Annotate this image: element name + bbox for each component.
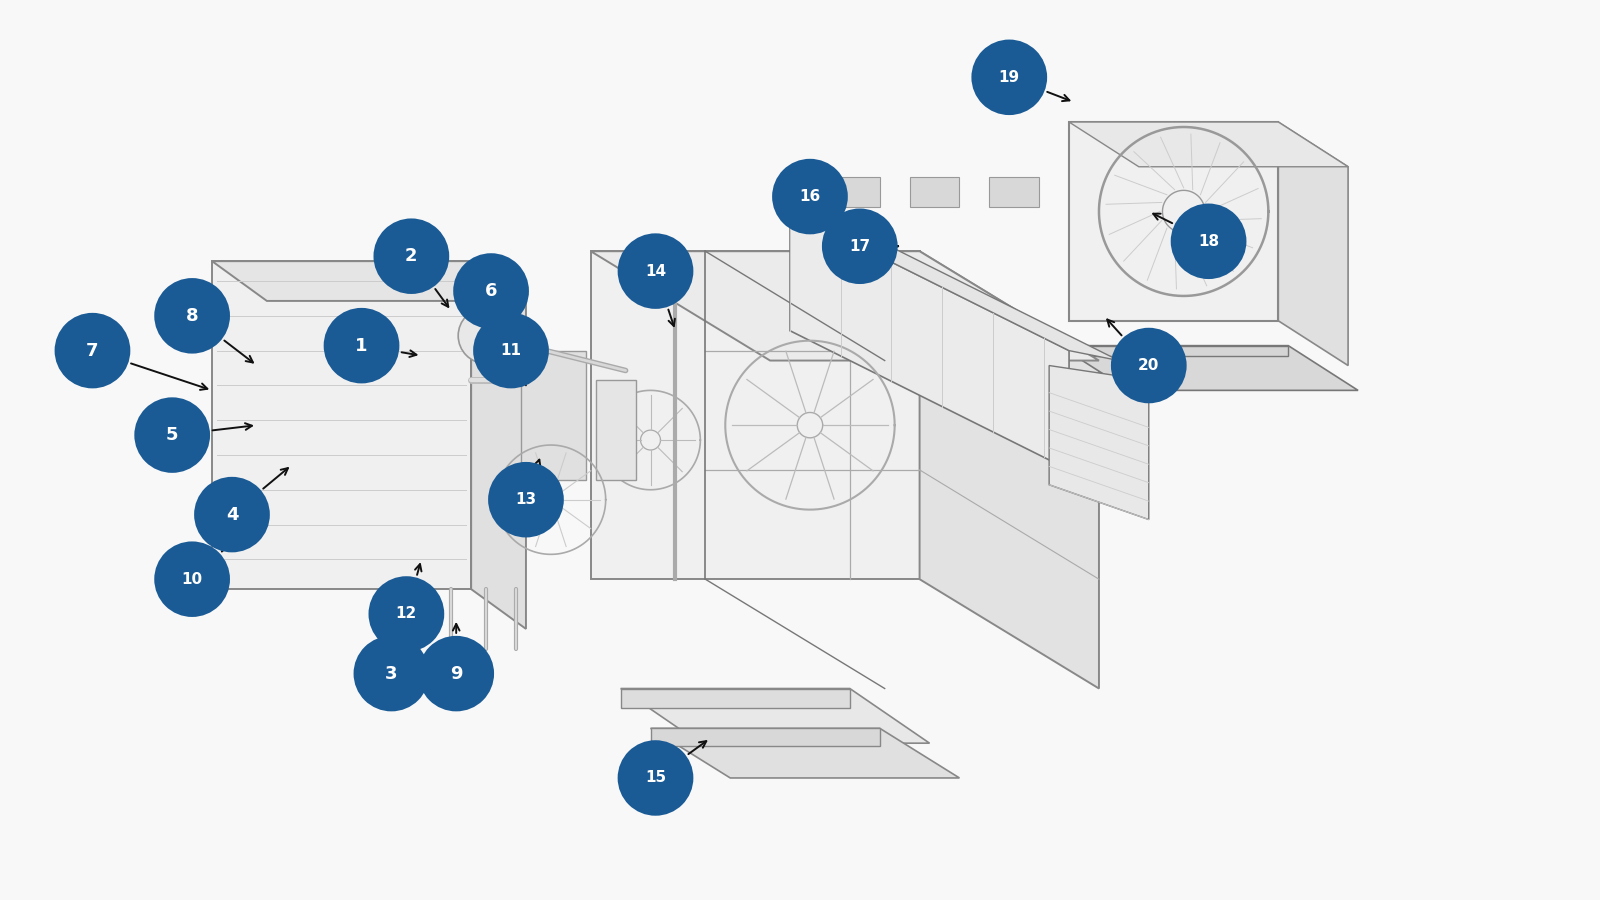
Circle shape: [323, 308, 400, 383]
Text: 12: 12: [395, 607, 418, 622]
Circle shape: [822, 209, 898, 284]
Polygon shape: [590, 251, 1099, 361]
Circle shape: [618, 233, 693, 309]
Text: 18: 18: [1198, 234, 1219, 248]
Text: 7: 7: [86, 342, 99, 360]
Text: 16: 16: [800, 189, 821, 204]
Circle shape: [368, 576, 445, 652]
Circle shape: [1110, 328, 1187, 403]
Text: 9: 9: [450, 664, 462, 682]
Text: 6: 6: [485, 282, 498, 300]
Polygon shape: [621, 688, 930, 743]
Text: 17: 17: [850, 238, 870, 254]
Polygon shape: [830, 176, 880, 206]
Circle shape: [54, 313, 130, 389]
Polygon shape: [1059, 346, 1288, 356]
Polygon shape: [1278, 122, 1349, 365]
Text: 3: 3: [386, 664, 398, 682]
Text: 11: 11: [501, 343, 522, 358]
Text: 2: 2: [405, 248, 418, 266]
Circle shape: [1171, 203, 1246, 279]
Circle shape: [618, 740, 693, 815]
Circle shape: [488, 462, 563, 537]
Polygon shape: [989, 176, 1038, 206]
Text: 10: 10: [181, 572, 203, 587]
Circle shape: [194, 477, 270, 553]
Circle shape: [971, 40, 1046, 115]
Circle shape: [373, 219, 450, 294]
Polygon shape: [651, 728, 960, 778]
Polygon shape: [590, 251, 920, 580]
Text: 14: 14: [645, 264, 666, 279]
Polygon shape: [920, 251, 1099, 688]
Polygon shape: [790, 212, 1069, 470]
Text: 13: 13: [515, 492, 536, 508]
Polygon shape: [910, 176, 960, 206]
Polygon shape: [621, 688, 850, 708]
Circle shape: [453, 253, 530, 328]
Polygon shape: [651, 728, 880, 746]
Text: 4: 4: [226, 506, 238, 524]
Polygon shape: [790, 212, 1118, 361]
Polygon shape: [470, 261, 526, 629]
Polygon shape: [1059, 346, 1358, 391]
Polygon shape: [1050, 365, 1149, 519]
Circle shape: [134, 397, 210, 472]
Circle shape: [354, 635, 429, 711]
Text: 19: 19: [998, 70, 1019, 85]
Text: 5: 5: [166, 426, 179, 444]
Text: 20: 20: [1138, 358, 1160, 373]
Polygon shape: [522, 351, 586, 480]
Circle shape: [154, 542, 230, 617]
Circle shape: [418, 635, 494, 711]
Polygon shape: [213, 261, 470, 590]
Circle shape: [458, 308, 514, 364]
Polygon shape: [1069, 122, 1349, 166]
Circle shape: [773, 158, 848, 234]
Circle shape: [154, 278, 230, 354]
Circle shape: [474, 313, 549, 389]
Polygon shape: [213, 261, 526, 301]
Text: 15: 15: [645, 770, 666, 786]
Text: 8: 8: [186, 307, 198, 325]
Text: 1: 1: [355, 337, 368, 355]
Polygon shape: [1069, 122, 1278, 320]
Polygon shape: [595, 381, 635, 480]
